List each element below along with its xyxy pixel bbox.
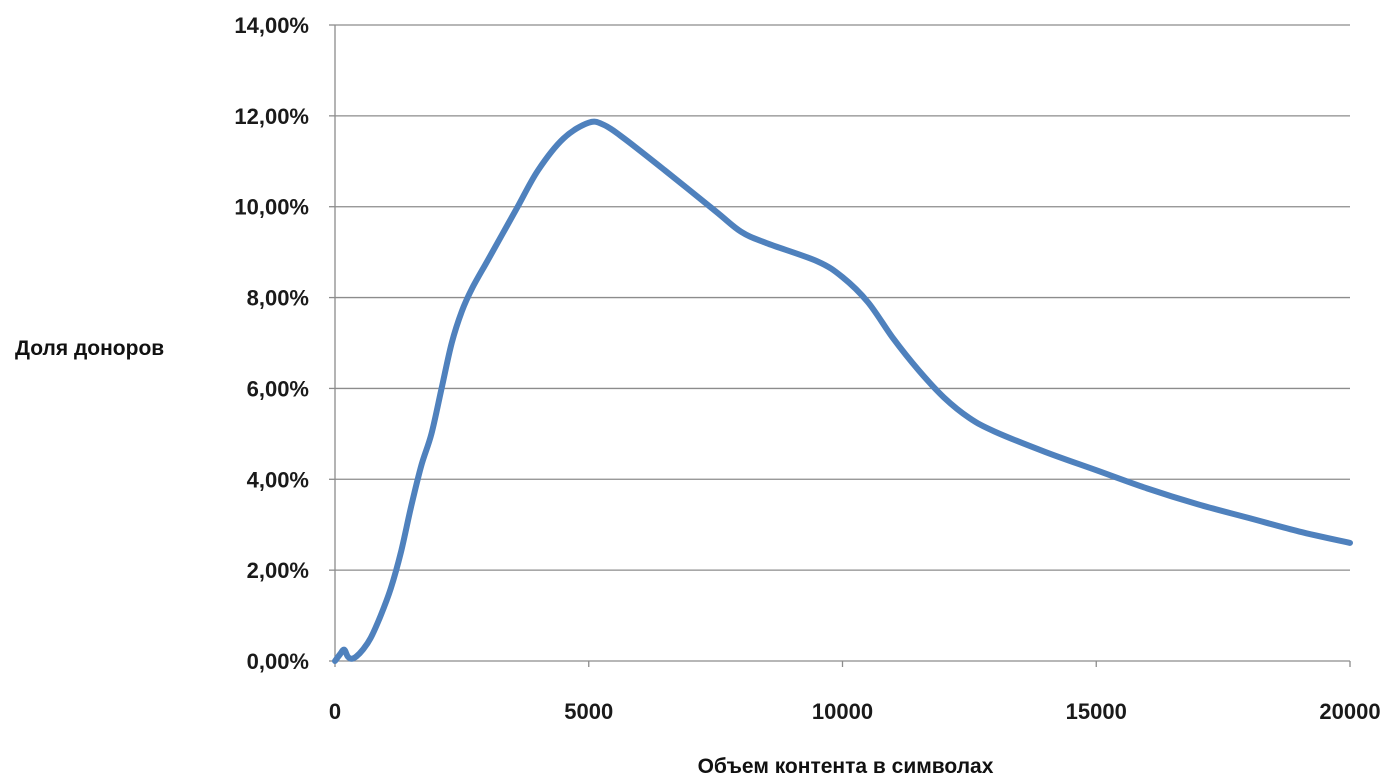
y-tick-label-2: 4,00% [247,467,309,492]
y-axis-title: Доля доноров [15,337,164,360]
x-axis-title: Объем контента в символах [698,755,994,775]
x-tick-label-3: 15000 [1066,699,1127,724]
y-tick-label-4: 8,00% [247,286,309,311]
x-tick-label-0: 0 [329,699,341,724]
y-tick-label-5: 10,00% [234,195,309,220]
y-tick-label-0: 0,00% [247,649,309,674]
series [332,118,1353,664]
y-tick-label-1: 2,00% [247,558,309,583]
gridlines [335,24,1350,571]
axes [334,25,1350,662]
x-tick-labels: 0 5000 10000 15000 20000 [329,661,1381,724]
series-line-0 [332,118,1353,664]
x-tick-label-2: 10000 [812,699,873,724]
y-tick-labels: 0,00% 2,00% 4,00% 6,00% 8,00% 10,00% 12,00% 14,… [234,13,335,674]
y-tick-label-7: 14,00% [234,13,309,38]
y-tick-label-3: 6,00% [247,376,309,401]
x-tick-label-4: 20000 [1319,699,1380,724]
x-tick-label-1: 5000 [564,699,613,724]
y-tick-label-6: 12,00% [234,104,309,129]
